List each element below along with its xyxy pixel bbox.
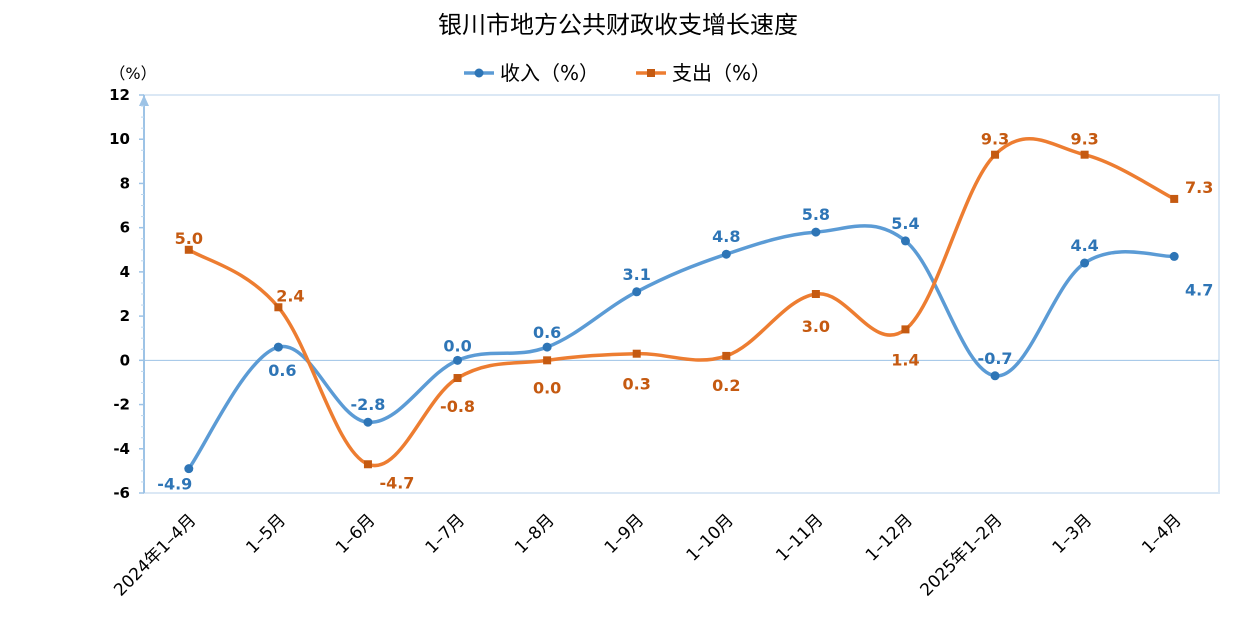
chart-title: 银川市地方公共财政收支增长速度 [438, 11, 798, 39]
data-label: 5.4 [891, 214, 919, 233]
data-point [453, 355, 463, 365]
data-point [274, 303, 283, 312]
data-label: 0.6 [533, 323, 561, 342]
y-tick-label: -2 [113, 396, 130, 414]
data-point [453, 374, 462, 383]
y-tick-label: -4 [113, 440, 130, 458]
data-point [722, 351, 731, 360]
x-tick-label: 1–7月 [422, 510, 469, 557]
data-label: 5.0 [175, 229, 203, 248]
data-point [273, 342, 283, 352]
data-point [363, 460, 372, 469]
data-point [990, 371, 1000, 381]
data-label: 0.0 [533, 378, 561, 397]
data-label: 4.4 [1070, 236, 1098, 255]
data-point [543, 356, 552, 365]
x-tick-label: 1–3月 [1049, 510, 1096, 557]
x-tick-label: 1–12月 [862, 510, 917, 565]
series-line [187, 137, 1176, 468]
x-tick-label: 1–6月 [332, 510, 379, 557]
x-tick-label: 1–8月 [511, 510, 558, 557]
y-axis: 12 10 8 6 4 2 0 -2 -4 -6 [109, 86, 1219, 502]
legend-label: 支出（%） [672, 61, 771, 85]
y-axis-unit: （%） [109, 64, 156, 83]
series-revenue: -4.9 0.6 -2.8 0.0 0.6 3.1 4.8 5.8 5.4 -0.7 4.4 4.7 [157, 205, 1213, 494]
data-point [632, 287, 642, 297]
series-expenditure: 5.0 2.4 -4.7 -0.8 0.0 0.3 0.2 3.0 1.4 9.3 9.3 7.3 [175, 130, 1214, 493]
x-tick-label: 1–9月 [601, 510, 648, 557]
x-tick-label: 1–5月 [242, 510, 289, 557]
data-point [1169, 251, 1179, 261]
x-tick-label: 1–10月 [683, 510, 738, 565]
y-tick-label: 0 [120, 351, 130, 369]
data-label: -0.8 [440, 397, 475, 416]
data-label: 9.3 [981, 130, 1009, 149]
y-tick-label: 6 [120, 219, 130, 237]
x-tick-label: 1–11月 [772, 510, 827, 565]
data-label: 7.3 [1185, 178, 1213, 197]
data-label: -4.9 [157, 475, 192, 494]
data-point [184, 245, 193, 254]
data-label: 0.3 [623, 375, 651, 394]
data-point [1170, 194, 1179, 203]
y-tick-label: 8 [120, 174, 130, 192]
data-point [1080, 258, 1090, 268]
x-tick-label: 2024年1–4月 [110, 510, 200, 600]
data-point [900, 236, 910, 246]
data-label: 9.3 [1070, 130, 1098, 149]
legend-marker [474, 68, 484, 78]
x-axis: 2024年1–4月 1–5月 1–6月 1–7月 1–8月 1–9月 1–10月 1–11月 1… [110, 510, 1186, 600]
data-label: -4.7 [379, 473, 414, 492]
data-point [991, 150, 1000, 159]
data-label: 4.8 [712, 227, 740, 246]
y-axis-arrow [139, 95, 149, 106]
data-point [363, 417, 373, 427]
data-label: 3.1 [623, 265, 651, 284]
legend-item-revenue: 收入（%） [464, 61, 599, 85]
data-point [811, 227, 821, 237]
legend-marker [647, 69, 655, 77]
data-label: -2.8 [350, 395, 385, 414]
y-tick-label: 2 [120, 307, 130, 325]
legend-label: 收入（%） [500, 61, 599, 85]
x-tick-label: 2025年1–2月 [916, 510, 1006, 600]
data-label: 1.4 [891, 350, 919, 369]
legend-item-expenditure: 支出（%） [636, 61, 771, 85]
data-label: 2.4 [276, 286, 304, 305]
y-tick-label: 10 [109, 130, 130, 148]
data-point [632, 349, 641, 358]
x-tick-label: 1–4月 [1138, 510, 1185, 557]
y-tick-label: -6 [113, 484, 130, 502]
data-label: 5.8 [802, 205, 830, 224]
data-label: 4.7 [1185, 280, 1213, 299]
data-label: 0.6 [268, 361, 296, 380]
y-tick-label: 4 [120, 263, 130, 281]
data-label: -0.7 [978, 349, 1013, 368]
data-label: 3.0 [802, 317, 830, 336]
y-tick-label: 12 [109, 86, 130, 104]
legend: 收入（%） 支出（%） [464, 61, 771, 85]
series-line [187, 224, 1176, 471]
data-point [542, 342, 552, 352]
data-point [721, 249, 731, 259]
data-point [901, 325, 910, 334]
series-layer: -4.90.6-2.80.00.63.14.85.8 5.4-0.74.44.75… [157, 130, 1213, 494]
data-point [811, 290, 820, 298]
data-point [184, 464, 194, 474]
data-label: 0.2 [712, 376, 740, 395]
data-point [1080, 150, 1089, 159]
data-label: 0.0 [443, 336, 471, 355]
